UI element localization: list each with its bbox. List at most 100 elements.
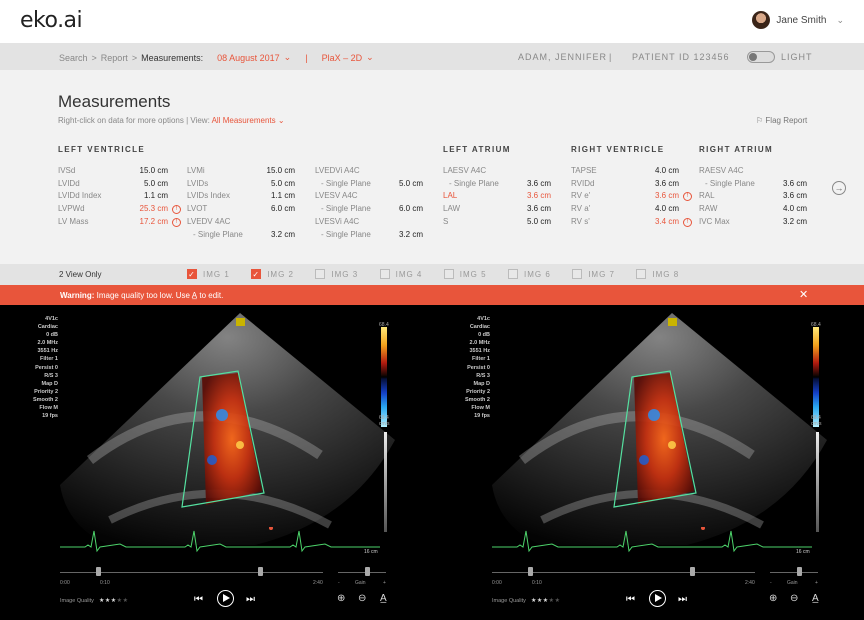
checkbox[interactable] bbox=[443, 269, 454, 279]
lv-row[interactable]: LVEDVi A4C bbox=[315, 166, 360, 178]
lv-row[interactable]: LVIDd Index 1.1 cm bbox=[58, 191, 168, 203]
star-icon[interactable]: ★ bbox=[536, 598, 543, 604]
la-row[interactable]: LAL 3.6 cm bbox=[443, 191, 551, 203]
zoom-in-icon[interactable]: ⊕ bbox=[769, 593, 778, 604]
lv-row[interactable]: - Single Plane 3.2 cm bbox=[187, 230, 295, 242]
checkbox[interactable]: ✓ bbox=[187, 269, 197, 279]
star-icon[interactable]: ★ bbox=[99, 598, 105, 604]
star-icon[interactable]: ★ bbox=[104, 598, 111, 604]
gain-minus[interactable]: - bbox=[338, 580, 340, 586]
user-name[interactable]: Jane Smith bbox=[776, 14, 827, 26]
lv-row[interactable]: LVIDs Index 1.1 cm bbox=[187, 191, 295, 203]
breadcrumb-report[interactable]: Report bbox=[100, 52, 128, 63]
edit-tool-icon[interactable]: A̲ bbox=[380, 593, 387, 604]
checkbox[interactable]: ✓ bbox=[251, 269, 262, 279]
image-quality-rating[interactable]: ★★★★★ bbox=[99, 597, 128, 604]
gain-plus[interactable]: + bbox=[815, 580, 818, 586]
edit-tool-icon[interactable]: A̲ bbox=[191, 291, 198, 300]
gain-handle[interactable] bbox=[797, 567, 802, 576]
play-button[interactable] bbox=[649, 590, 666, 607]
star-icon[interactable]: ★ bbox=[110, 598, 117, 604]
lv-row[interactable]: IVSd 15.0 cm bbox=[58, 166, 168, 178]
timeline-track[interactable] bbox=[60, 572, 323, 573]
la-row[interactable]: LAESV A4C bbox=[443, 166, 486, 178]
star-icon[interactable]: ★ bbox=[554, 598, 561, 604]
lv-row[interactable]: LV Mass 17.2 cm! bbox=[58, 217, 181, 229]
checkbox[interactable] bbox=[379, 269, 390, 279]
star-icon[interactable]: ★ bbox=[122, 598, 129, 604]
ra-row[interactable]: IVC Max 3.2 cm bbox=[699, 217, 807, 229]
star-icon[interactable]: ★ bbox=[116, 598, 123, 604]
zoom-out-icon[interactable]: ⊖ bbox=[790, 593, 799, 604]
checkbox[interactable] bbox=[572, 269, 583, 279]
gain-handle[interactable] bbox=[365, 567, 370, 576]
chevron-down-icon[interactable]: ⌄ bbox=[836, 14, 844, 25]
ultrasound-image[interactable] bbox=[432, 305, 864, 545]
image-checkbox-3[interactable]: IMG 3 bbox=[315, 269, 358, 279]
skip-back-icon[interactable]: ⏮ bbox=[194, 594, 203, 605]
timeline-handle[interactable] bbox=[690, 567, 695, 576]
rv-row[interactable]: RV a' 4.0 cm bbox=[571, 204, 679, 216]
image-checkbox-2[interactable]: ✓ IMG 2 bbox=[251, 269, 294, 279]
star-icon[interactable]: ★ bbox=[542, 598, 549, 604]
ra-row[interactable]: RAESV A4C bbox=[699, 166, 743, 178]
ra-row[interactable]: RAL 3.6 cm bbox=[699, 191, 807, 203]
rv-row[interactable]: RV e' 3.6 cm! bbox=[571, 191, 692, 203]
alert-icon[interactable]: ! bbox=[683, 192, 692, 202]
echo-pane-2[interactable]: 4V1c Cardiac 0 dB 2.0 MHz 3551 Hz Filter 1 Per… bbox=[432, 305, 864, 620]
flag-report-button[interactable]: ⚐ Flag Report bbox=[756, 116, 807, 125]
image-checkbox-6[interactable]: IMG 6 bbox=[508, 269, 551, 279]
lv-row[interactable]: LVEDV 4AC bbox=[187, 217, 230, 229]
date-dropdown[interactable]: 08 August 2017 bbox=[217, 52, 280, 63]
timeline-track[interactable] bbox=[492, 572, 755, 573]
view-filter-dropdown[interactable]: All Measurements bbox=[211, 116, 276, 125]
user-menu[interactable]: Jane Smith ⌄ bbox=[752, 11, 844, 29]
app-logo[interactable]: eko.ai bbox=[20, 8, 83, 33]
ultrasound-image[interactable] bbox=[0, 305, 432, 545]
chevron-down-icon[interactable]: ⌄ bbox=[283, 52, 292, 62]
ra-row[interactable]: - Single Plane 3.6 cm bbox=[699, 179, 807, 191]
zoom-in-icon[interactable]: ⊕ bbox=[337, 593, 346, 604]
image-checkbox-5[interactable]: IMG 5 bbox=[443, 269, 487, 279]
lv-row[interactable]: LVMi 15.0 cm bbox=[187, 166, 295, 178]
close-icon[interactable]: ✕ bbox=[799, 289, 809, 301]
checkbox[interactable] bbox=[636, 269, 647, 279]
image-checkbox-1[interactable]: ✓ IMG 1 bbox=[187, 269, 230, 279]
ra-row[interactable]: RAW 4.0 cm bbox=[699, 204, 807, 216]
two-view-toggle[interactable]: 2 View Only bbox=[59, 270, 102, 279]
alert-icon[interactable]: ! bbox=[172, 217, 181, 227]
echo-pane-1[interactable]: 4V1c Cardiac 0 dB 2.0 MHz 3551 Hz Filter 1 Per… bbox=[0, 305, 432, 620]
lv-row[interactable]: LVIDs 5.0 cm bbox=[187, 179, 295, 191]
chevron-down-icon[interactable]: ⌄ bbox=[366, 52, 374, 62]
gain-minus[interactable]: - bbox=[770, 580, 772, 586]
image-checkbox-7[interactable]: IMG 7 bbox=[572, 269, 615, 279]
checkbox[interactable] bbox=[315, 269, 326, 279]
timeline-handle[interactable] bbox=[528, 567, 533, 576]
alert-icon[interactable]: ! bbox=[172, 205, 181, 215]
view-mode-dropdown[interactable]: PlaX – 2D bbox=[321, 52, 363, 63]
theme-toggle[interactable] bbox=[747, 51, 775, 63]
breadcrumb-search[interactable]: Search bbox=[59, 52, 88, 63]
zoom-out-icon[interactable]: ⊖ bbox=[358, 593, 367, 604]
la-row[interactable]: LAW 3.6 cm bbox=[443, 204, 551, 216]
image-quality-rating[interactable]: ★★★★★ bbox=[531, 597, 560, 604]
skip-back-icon[interactable]: ⏮ bbox=[626, 594, 635, 605]
lv-row[interactable]: LVESVi A4C bbox=[315, 217, 359, 229]
lv-row[interactable]: LVIDd 5.0 cm bbox=[58, 179, 168, 191]
gain-slider[interactable] bbox=[338, 572, 386, 573]
rv-row[interactable]: RV s' 3.4 cm! bbox=[571, 217, 692, 229]
timeline-handle[interactable] bbox=[96, 567, 101, 576]
star-icon[interactable]: ★ bbox=[531, 598, 537, 604]
skip-forward-icon[interactable]: ⏭ bbox=[246, 594, 255, 605]
rv-row[interactable]: TAPSE 4.0 cm bbox=[571, 166, 679, 178]
lv-row[interactable]: - Single Plane 3.2 cm bbox=[315, 230, 423, 242]
image-checkbox-4[interactable]: IMG 4 bbox=[379, 269, 423, 279]
alert-icon[interactable]: ! bbox=[683, 217, 692, 227]
lv-row[interactable]: LVESV A4C bbox=[315, 191, 358, 203]
chevron-down-icon[interactable]: ⌄ bbox=[277, 116, 285, 125]
lv-row[interactable]: LVOT 6.0 cm bbox=[187, 204, 295, 216]
la-row[interactable]: S 5.0 cm bbox=[443, 217, 551, 229]
gain-plus[interactable]: + bbox=[383, 580, 386, 586]
next-arrow-icon[interactable]: → bbox=[832, 181, 846, 195]
avatar[interactable] bbox=[752, 11, 771, 29]
